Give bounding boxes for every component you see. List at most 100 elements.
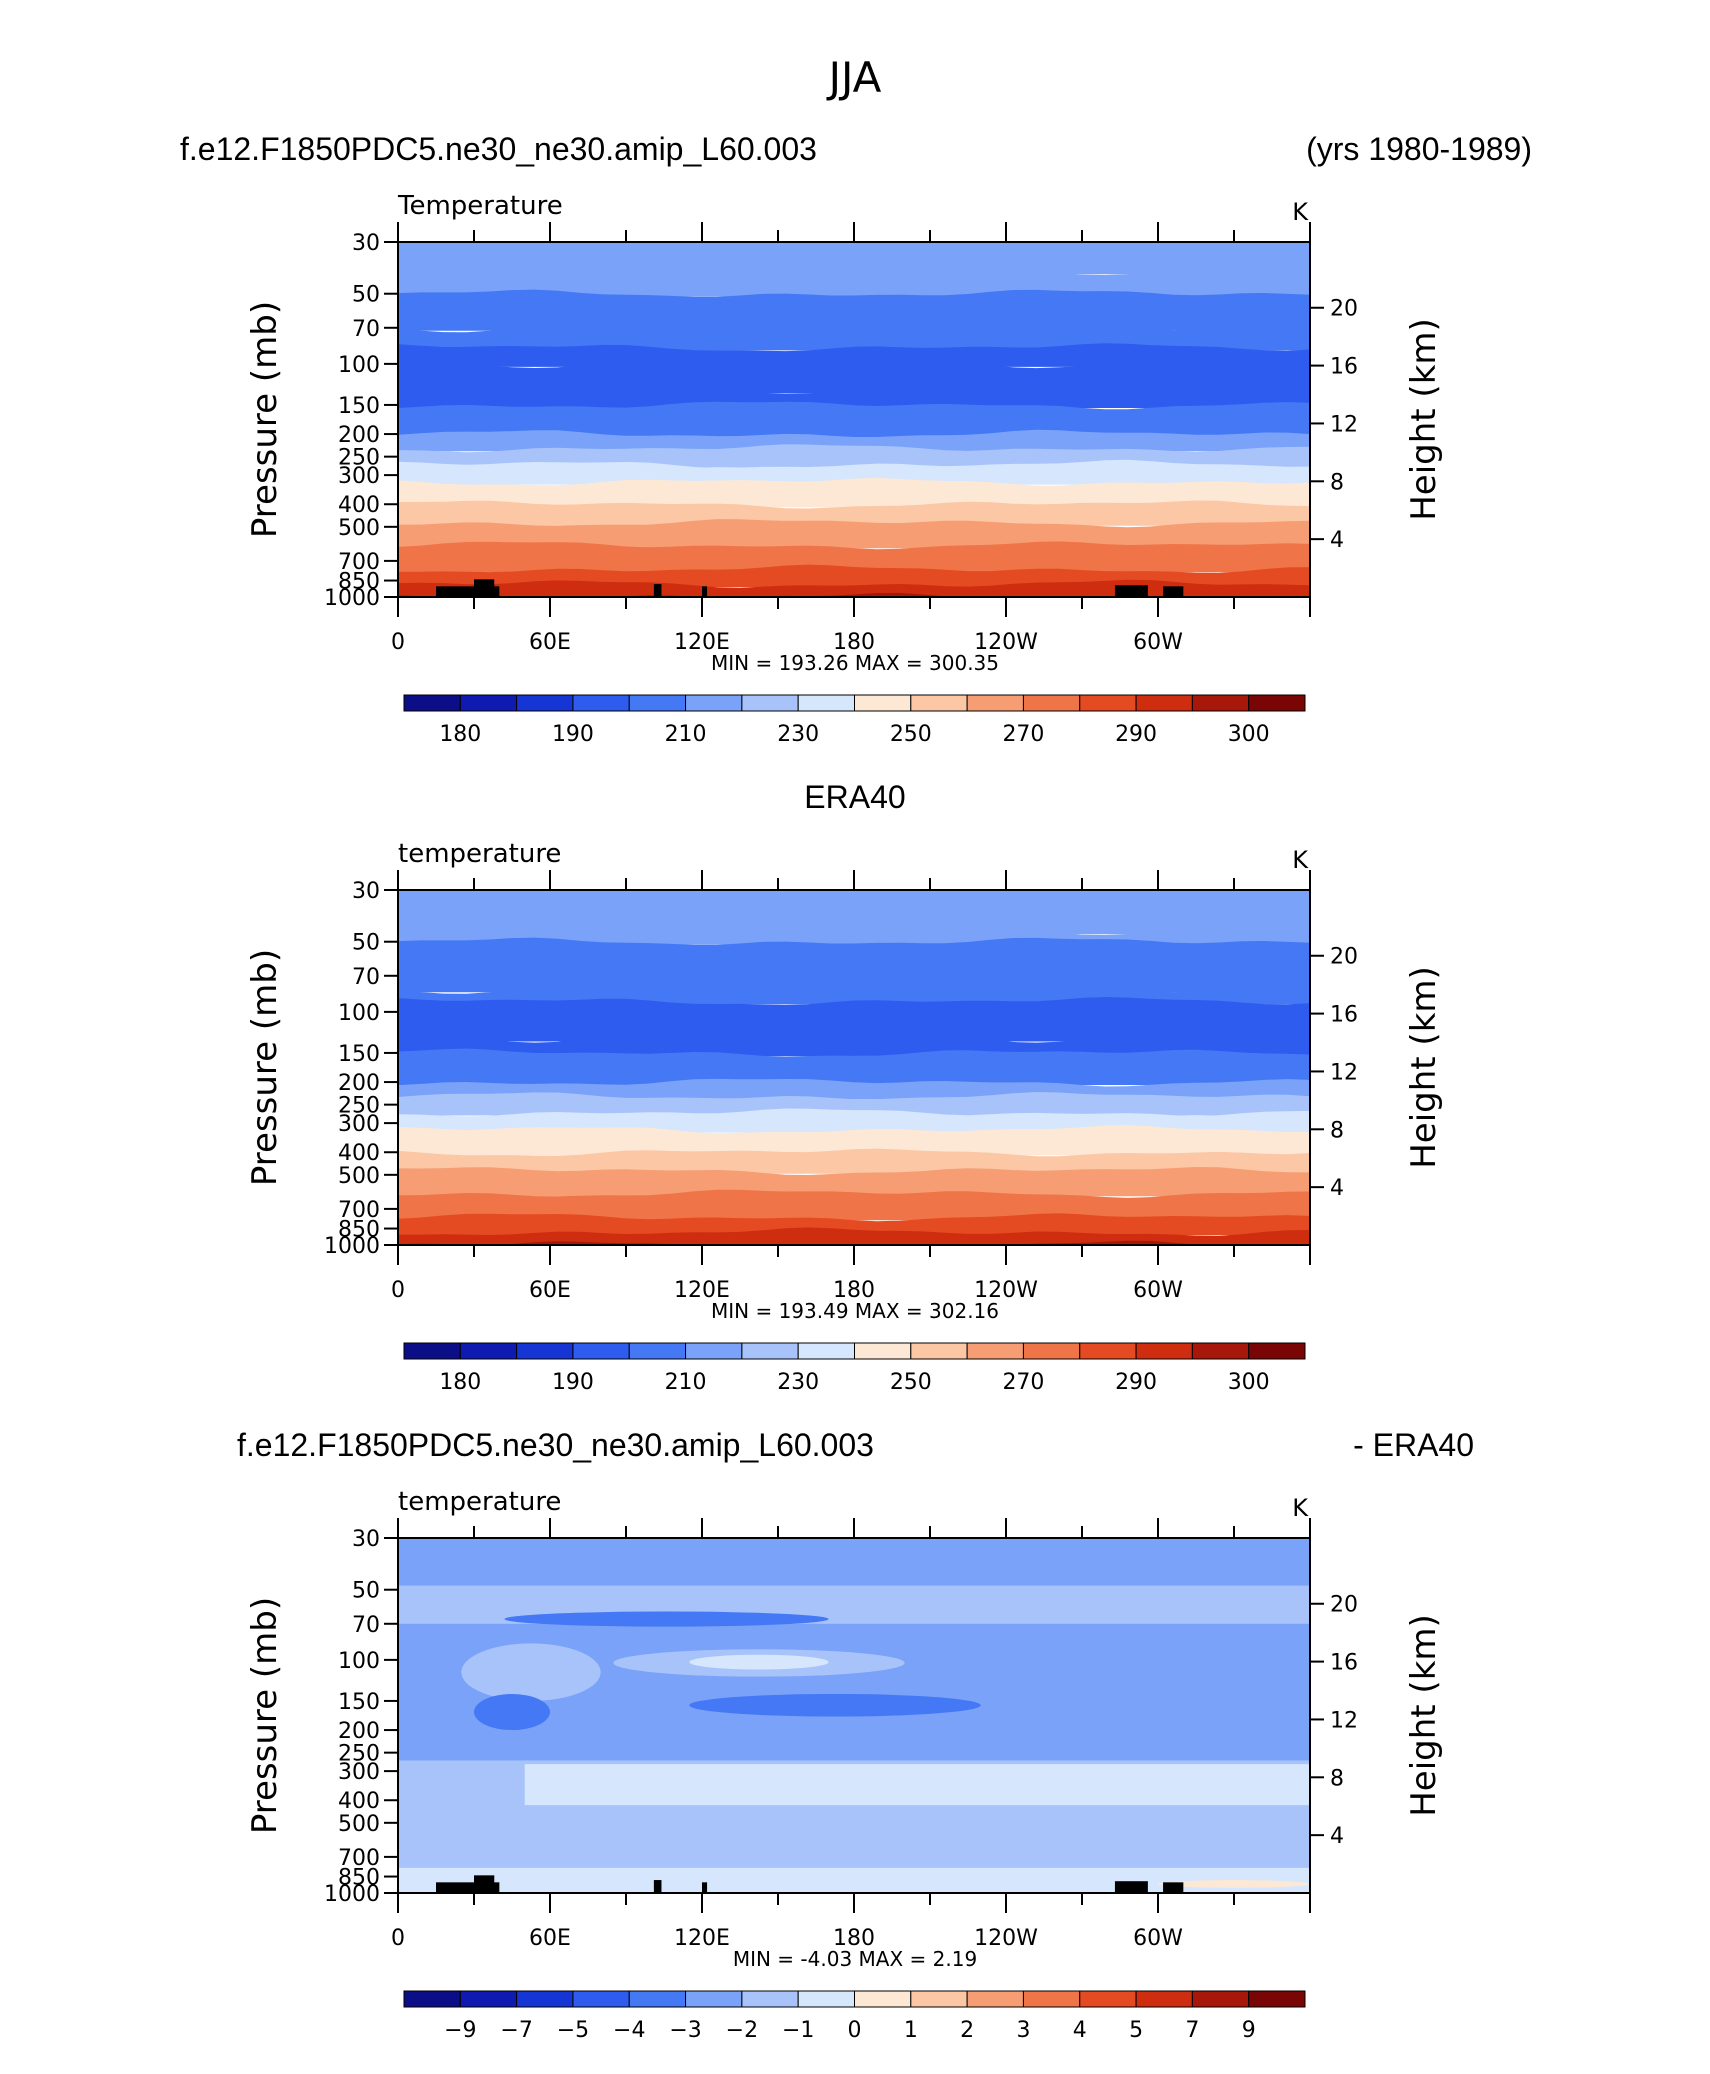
variable-label: temperature <box>398 839 561 869</box>
colorbar-swatch <box>628 1342 687 1360</box>
contour-band <box>398 289 1310 331</box>
y-tick-label-left: 100 <box>338 1649 380 1674</box>
colorbar-swatch <box>741 694 799 712</box>
contour-band <box>398 343 1310 367</box>
colorbar-label: 210 <box>665 1370 707 1395</box>
y-tick-label-left: 150 <box>338 1690 380 1715</box>
topography-mask <box>436 586 500 597</box>
x-tick-label: 120W <box>974 1926 1038 1951</box>
colorbar-swatch <box>1079 1990 1137 2008</box>
y-tick-label-left: 850 <box>338 570 380 595</box>
colorbar-swatch <box>1135 1342 1193 1360</box>
contour-band <box>398 1048 1310 1086</box>
units-label: K <box>1292 1494 1309 1522</box>
y-tick-label-left: 30 <box>352 1527 380 1552</box>
contour-band <box>398 444 1310 468</box>
colorbar-swatch <box>910 694 968 712</box>
x-tick-label: 60W <box>1133 1278 1183 1303</box>
y-tick-label-left: 150 <box>338 1042 380 1067</box>
y-tick-label-left: 1000 <box>324 586 380 611</box>
colorbar-swatch <box>966 694 1024 712</box>
colorbar-label: 250 <box>890 722 932 747</box>
contour-band <box>398 541 1310 573</box>
topography-mask <box>702 586 708 597</box>
x-tick-label: 120E <box>674 1278 730 1303</box>
colorbar-label: −2 <box>726 2018 758 2043</box>
contour-band <box>398 1035 1310 1056</box>
y-tick-label-left: 700 <box>338 1198 380 1223</box>
colorbar-swatch <box>966 1990 1024 2008</box>
colorbar-swatch <box>910 1342 968 1360</box>
page-title: JJA <box>826 53 882 102</box>
contour-field <box>398 890 1310 1245</box>
units-label: K <box>1292 198 1309 226</box>
y-tick-label-left: 250 <box>338 1094 380 1119</box>
contour-band <box>398 1240 1204 1245</box>
anomaly-contour-region <box>689 1693 981 1717</box>
colorbar-swatch <box>854 1990 912 2008</box>
colorbar-swatch <box>516 1342 574 1360</box>
colorbar-swatch <box>1248 1990 1306 2008</box>
y-tick-label-left: 300 <box>338 1112 380 1137</box>
y-tick-label-left: 500 <box>338 1164 380 1189</box>
colorbar-swatch <box>516 1990 574 2008</box>
y-tick-label-left: 200 <box>338 1719 380 1744</box>
contour-band <box>398 361 1310 394</box>
colorbar-swatch <box>459 694 518 712</box>
colorbar-swatch <box>1022 694 1081 712</box>
colorbar-swatch <box>741 1990 799 2008</box>
colorbar-label: 290 <box>1115 722 1157 747</box>
x-tick-label: 60E <box>529 1278 571 1303</box>
contour-band <box>398 267 1310 297</box>
y-tick-label-right: 16 <box>1330 1003 1358 1028</box>
topography-mask <box>653 1880 662 1893</box>
contour-band <box>398 1125 1310 1156</box>
contour-band <box>398 1167 1310 1197</box>
topography-mask <box>436 1882 500 1893</box>
colorbar-label: 4 <box>1073 2018 1087 2043</box>
contour-band <box>398 579 1310 597</box>
y-tick-label-left: 250 <box>338 446 380 471</box>
x-tick-label: 60E <box>529 630 571 655</box>
panel-3: −9 −7 −5 −4 −3 −2 −1 0 1 2 3 4 5 7 9305070100150200250… <box>237 1427 1474 2043</box>
x-tick-label: 120W <box>974 630 1038 655</box>
anomaly-contour-region <box>504 1611 829 1627</box>
panel-header-left: f.e12.F1850PDC5.ne30_ne30.amip_L60.003 <box>237 1427 874 1463</box>
y-tick-label-right: 12 <box>1330 1060 1358 1085</box>
y-tick-label-right: 20 <box>1330 297 1358 322</box>
colorbar-swatch <box>403 1342 461 1360</box>
y-tick-label-left: 400 <box>338 1789 380 1814</box>
x-tick-label: 180 <box>833 1926 875 1951</box>
x-tick-label: 0 <box>391 630 405 655</box>
colorbar-label: −5 <box>557 2018 589 2043</box>
colorbar-swatch <box>628 1990 687 2008</box>
colorbar-swatch <box>1135 694 1193 712</box>
y-tick-label-left: 100 <box>338 1001 380 1026</box>
colorbar-swatch <box>572 694 630 712</box>
colorbar-swatch <box>1022 1342 1081 1360</box>
contour-field <box>398 242 1310 597</box>
y-tick-label-right: 4 <box>1330 1176 1344 1201</box>
x-tick-label: 180 <box>833 630 875 655</box>
y-axis-title-left: Pressure (mb) <box>245 1597 285 1834</box>
units-label: K <box>1292 846 1309 874</box>
y-axis-title-left: Pressure (mb) <box>245 301 285 538</box>
y-axis-title-right: Height (km) <box>1404 966 1444 1169</box>
y-tick-label-left: 200 <box>338 1071 380 1096</box>
contour-band <box>398 1092 1310 1116</box>
colorbar-label: 9 <box>1242 2018 1256 2043</box>
y-tick-label-left: 700 <box>338 1846 380 1871</box>
colorbar-swatch <box>1079 694 1137 712</box>
topography-mask <box>702 1882 708 1893</box>
y-tick-label-left: 500 <box>338 1812 380 1837</box>
panel-header-right: - ERA40 <box>1353 1427 1474 1463</box>
contour-band <box>398 1213 1310 1236</box>
y-tick-label-left: 70 <box>352 1613 380 1638</box>
y-tick-label-left: 30 <box>352 231 380 256</box>
colorbar-swatch <box>572 1342 630 1360</box>
colorbar-swatch <box>797 1990 855 2008</box>
y-tick-label-left: 700 <box>338 550 380 575</box>
x-tick-label: 0 <box>391 1926 405 1951</box>
topography-mask <box>474 579 495 597</box>
